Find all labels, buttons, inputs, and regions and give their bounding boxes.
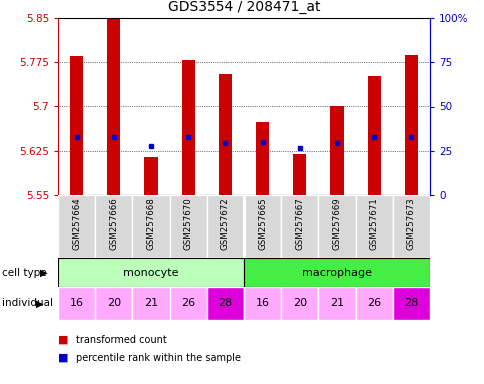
Text: ▶: ▶ <box>36 298 44 308</box>
Bar <box>132 287 169 320</box>
Bar <box>392 287 429 320</box>
Text: 21: 21 <box>329 298 343 308</box>
Text: ■: ■ <box>58 335 68 345</box>
Bar <box>206 195 243 258</box>
Text: GSM257670: GSM257670 <box>183 197 192 250</box>
Text: GSM257669: GSM257669 <box>332 197 341 250</box>
Bar <box>330 106 343 195</box>
Text: GSM257666: GSM257666 <box>109 197 118 250</box>
Text: GSM257672: GSM257672 <box>220 197 229 250</box>
Text: 26: 26 <box>181 298 195 308</box>
Bar <box>243 258 429 287</box>
Text: cell type: cell type <box>2 268 47 278</box>
Text: 16: 16 <box>255 298 269 308</box>
Text: 28: 28 <box>404 298 418 308</box>
Text: 21: 21 <box>144 298 158 308</box>
Bar <box>404 55 417 195</box>
Text: individual: individual <box>2 298 53 308</box>
Bar <box>281 287 318 320</box>
Text: GSM257667: GSM257667 <box>295 197 303 250</box>
Bar <box>355 195 392 258</box>
Bar <box>367 76 380 195</box>
Bar <box>392 195 429 258</box>
Bar <box>243 287 281 320</box>
Text: GSM257664: GSM257664 <box>72 197 81 250</box>
Bar <box>144 157 157 195</box>
Text: macrophage: macrophage <box>302 268 371 278</box>
Bar <box>318 287 355 320</box>
Bar <box>355 287 392 320</box>
Text: 20: 20 <box>106 298 121 308</box>
Bar <box>169 287 206 320</box>
Text: transformed count: transformed count <box>76 335 167 345</box>
Bar <box>293 154 306 195</box>
Bar <box>58 258 243 287</box>
Bar <box>182 61 194 195</box>
Text: GSM257668: GSM257668 <box>146 197 155 250</box>
Bar <box>243 195 281 258</box>
Bar <box>107 19 120 195</box>
Text: ■: ■ <box>58 353 68 363</box>
Bar <box>70 56 83 195</box>
Bar <box>318 195 355 258</box>
Bar <box>206 287 243 320</box>
Bar <box>95 195 132 258</box>
Text: monocyte: monocyte <box>123 268 179 278</box>
Text: GSM257673: GSM257673 <box>406 197 415 250</box>
Bar <box>169 195 206 258</box>
Bar <box>58 287 95 320</box>
Bar <box>132 195 169 258</box>
Bar <box>95 287 132 320</box>
Text: GSM257671: GSM257671 <box>369 197 378 250</box>
Text: 20: 20 <box>292 298 306 308</box>
Text: ▶: ▶ <box>40 268 47 278</box>
Bar <box>281 195 318 258</box>
Bar <box>256 122 269 195</box>
Text: GSM257665: GSM257665 <box>257 197 267 250</box>
Bar <box>58 195 95 258</box>
Title: GDS3554 / 208471_at: GDS3554 / 208471_at <box>167 0 319 14</box>
Text: 26: 26 <box>366 298 380 308</box>
Text: 28: 28 <box>218 298 232 308</box>
Text: percentile rank within the sample: percentile rank within the sample <box>76 353 241 363</box>
Bar <box>218 74 231 195</box>
Text: 16: 16 <box>70 298 83 308</box>
